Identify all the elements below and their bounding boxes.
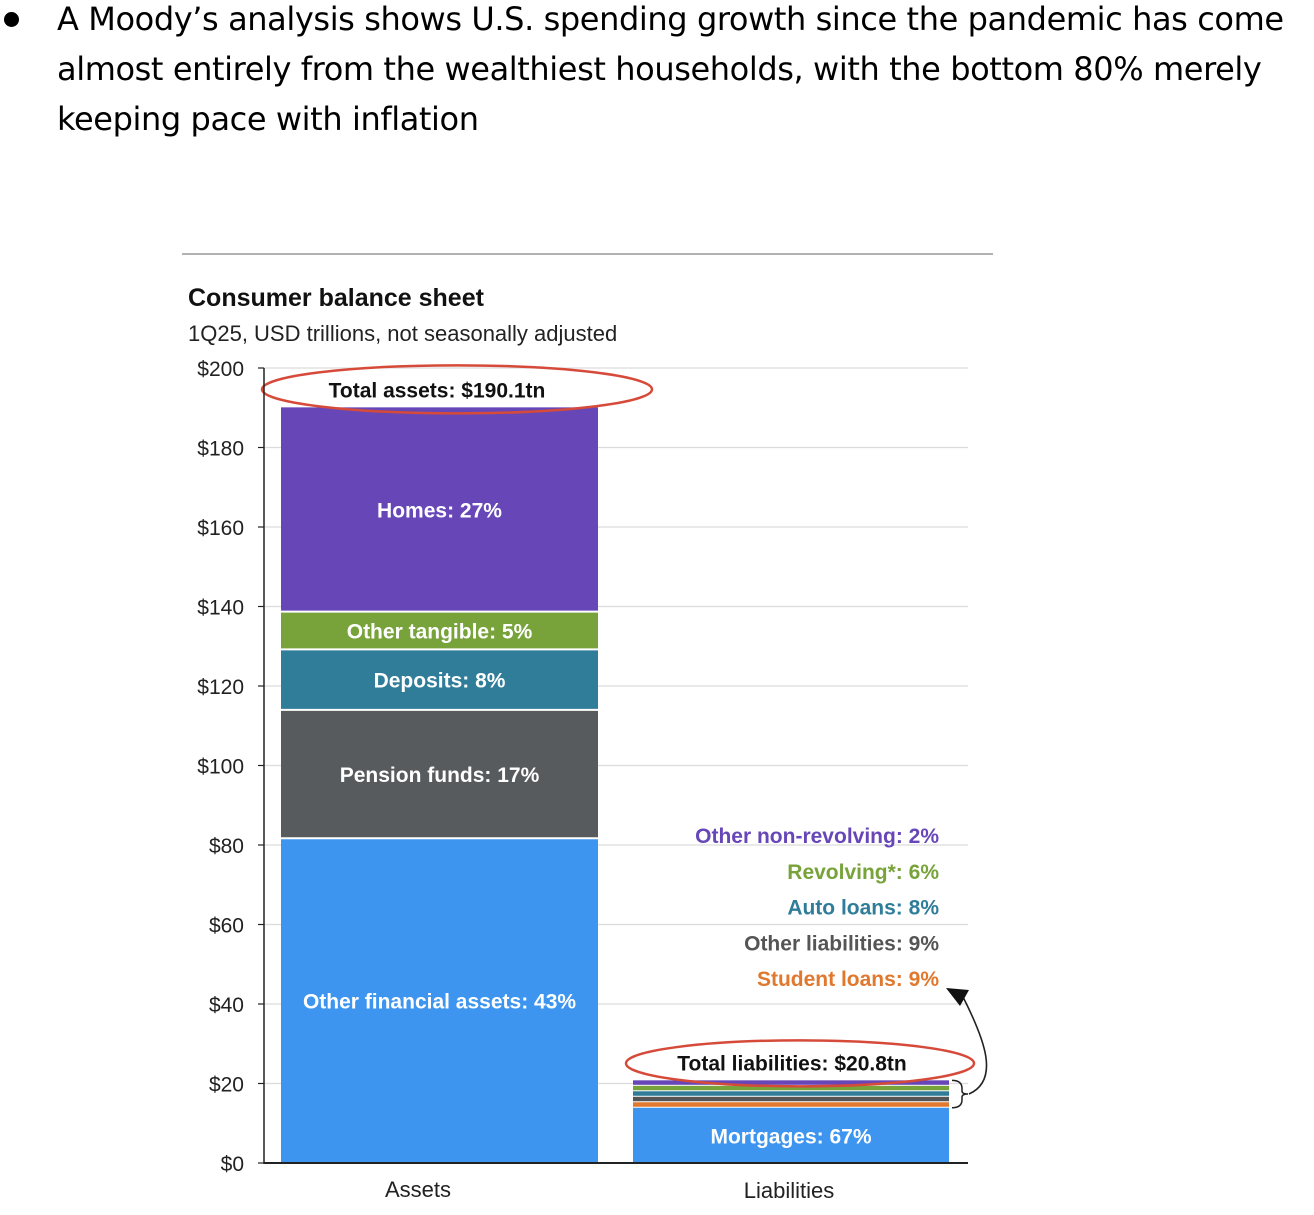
liabilities-segment-label: Auto loans: 8%: [787, 897, 939, 920]
y-tick-label: $100: [197, 756, 244, 779]
assets-segment-label: Pension funds: 17%: [340, 764, 540, 787]
y-tick-label: $180: [197, 438, 244, 461]
arrow-head: [946, 988, 969, 1006]
liabilities-bar-segment: [633, 1102, 949, 1107]
liabilities-segment-label: Mortgages: 67%: [710, 1125, 871, 1148]
assets-segment-label: Deposits: 8%: [374, 670, 506, 693]
assets-segment-label: Other financial assets: 43%: [303, 991, 576, 1014]
y-tick-label: $60: [209, 915, 244, 938]
total-assets-circle: [260, 364, 654, 415]
y-tick-label: $20: [209, 1074, 244, 1097]
liabilities-bar-segment: [633, 1096, 949, 1102]
liabilities-bar-segment: [633, 1080, 949, 1085]
y-tick-label: $120: [197, 676, 244, 699]
assets-segment-label: Other tangible: 5%: [347, 621, 533, 644]
y-tick-label: $0: [221, 1153, 244, 1176]
y-axis-ticks: $0 $20 $40 $60 $80 $100 $120 $140 $160 $180 $200: [197, 358, 264, 1176]
liabilities-bar-segment: [633, 1107, 949, 1163]
assets-bar-segment: [281, 838, 598, 1163]
bars: [281, 407, 949, 1163]
liabilities-segment-label: Student loans: 9%: [757, 968, 939, 991]
assets-bar-segment: [281, 709, 598, 839]
liabilities-segment-label: Revolving*: 6%: [787, 861, 939, 884]
stripe-brace: [951, 1079, 969, 1109]
y-tick-label: $40: [209, 994, 244, 1017]
total-liabilities-circle: [624, 1039, 976, 1088]
assets-segment-label: Homes: 27%: [377, 500, 502, 523]
y-tick-label: $160: [197, 517, 244, 540]
assets-bar-segment: [281, 611, 598, 650]
bullet-text: A Moody’s analysis shows U.S. spending g…: [57, 0, 1284, 138]
x-label-assets: Assets: [385, 1177, 451, 1202]
liabilities-segment-label: Other non-revolving: 2%: [695, 825, 939, 848]
bullet-dot: [4, 12, 19, 27]
liabilities-segment-label: Other liabilities: 9%: [744, 932, 939, 955]
liabilities-bar-segment: [633, 1091, 949, 1096]
chart-subtitle: 1Q25, USD trillions, not seasonally adju…: [188, 321, 617, 346]
total-assets-label: Total assets: $190.1tn: [329, 379, 546, 402]
chart-title: Consumer balance sheet: [188, 284, 485, 312]
annotations: [260, 364, 988, 1109]
y-tick-label: $140: [197, 597, 244, 620]
bar-labels: Other financial assets: 43% Pension funds…: [303, 379, 939, 1148]
x-label-liabilities: Liabilities: [744, 1178, 835, 1203]
arrow-line: [961, 994, 988, 1095]
assets-bar-segment: [281, 649, 598, 710]
assets-bar-segment: [281, 407, 598, 612]
bullet-point: A Moody’s analysis shows U.S. spending g…: [0, 0, 1314, 150]
y-tick-label: $80: [209, 835, 244, 858]
total-liabilities-label: Total liabilities: $20.8tn: [677, 1052, 907, 1075]
liabilities-bar-segment: [633, 1085, 949, 1091]
y-tick-label: $200: [197, 358, 244, 381]
